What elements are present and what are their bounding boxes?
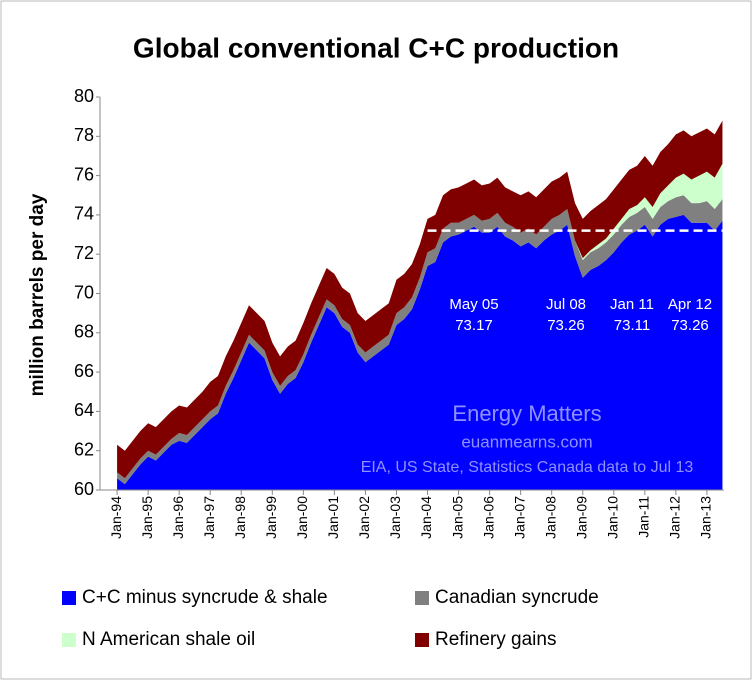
x-tick-label: Jan-95 [139, 496, 155, 539]
annotation-label: Jan 11 [610, 296, 654, 313]
x-tick-label: Jan-01 [325, 496, 341, 539]
x-tick-label: Jan-04 [418, 496, 434, 539]
x-tick-label: Jan-03 [387, 496, 403, 539]
x-tick-label: Jan-11 [636, 496, 652, 538]
x-tick-label: Jan-00 [294, 496, 310, 539]
watermark: EIA, US State, Statistics Canada data to… [361, 459, 694, 476]
y-tick-label: 66 [74, 361, 94, 381]
legend-swatch [62, 591, 76, 605]
y-tick-label: 72 [74, 243, 94, 263]
y-tick-label: 80 [74, 86, 94, 106]
annotation-value: 73.17 [455, 317, 493, 334]
x-tick-label: Jan-05 [449, 496, 465, 539]
annotation-value: 73.26 [547, 317, 585, 334]
area [117, 163, 723, 479]
legend-label: C+C minus syncrude & shale [82, 587, 328, 608]
x-tick-label: Jan-10 [604, 496, 620, 539]
areas [117, 120, 723, 490]
y-axis-label: million barrels per day [27, 193, 48, 396]
x-tick-label: Jan-09 [573, 496, 589, 539]
legend-label: Refinery gains [435, 629, 556, 650]
legend-swatch [415, 591, 429, 605]
x-tick-label: Jan-96 [170, 496, 186, 539]
legend-label: N American shale oil [82, 629, 255, 650]
x-tick-label: Jan-98 [232, 496, 248, 539]
x-tick-label: Jan-13 [698, 496, 714, 539]
annotation-label: Jul 08 [546, 296, 586, 313]
y-tick-label: 62 [74, 439, 94, 459]
annotation-label: Apr 12 [668, 296, 712, 313]
area [117, 120, 723, 479]
x-tick-label: Jan-07 [511, 496, 527, 539]
legend-label: Canadian syncrude [435, 587, 599, 608]
x-tick-label: Jan-97 [201, 496, 217, 539]
x-tick-label: Jan-94 [108, 496, 124, 539]
annotation-label: May 05 [449, 296, 498, 313]
x-tick-label: Jan-06 [480, 496, 496, 539]
y-tick-label: 64 [74, 400, 94, 420]
x-tick-label: Jan-02 [356, 496, 372, 539]
x-tick-label: Jan-12 [667, 496, 683, 539]
annotation-value: 73.11 [614, 317, 650, 334]
x-tick-label: Jan-08 [542, 496, 558, 539]
watermark: euanmearns.com [461, 432, 592, 451]
legend-swatch [415, 633, 429, 647]
area [117, 214, 723, 490]
y-tick-label: 60 [74, 479, 94, 499]
y-tick-label: 78 [74, 125, 94, 145]
y-tick-label: 70 [74, 282, 94, 302]
y-tick-label: 76 [74, 164, 94, 184]
chart-title: Global conventional C+C production [133, 32, 619, 63]
annotation-value: 73.26 [671, 317, 709, 334]
legend-swatch [62, 633, 76, 647]
y-tick-label: 74 [74, 204, 94, 224]
y-tick-label: 68 [74, 322, 94, 342]
x-tick-label: Jan-99 [263, 496, 279, 539]
watermark: Energy Matters [452, 401, 601, 426]
